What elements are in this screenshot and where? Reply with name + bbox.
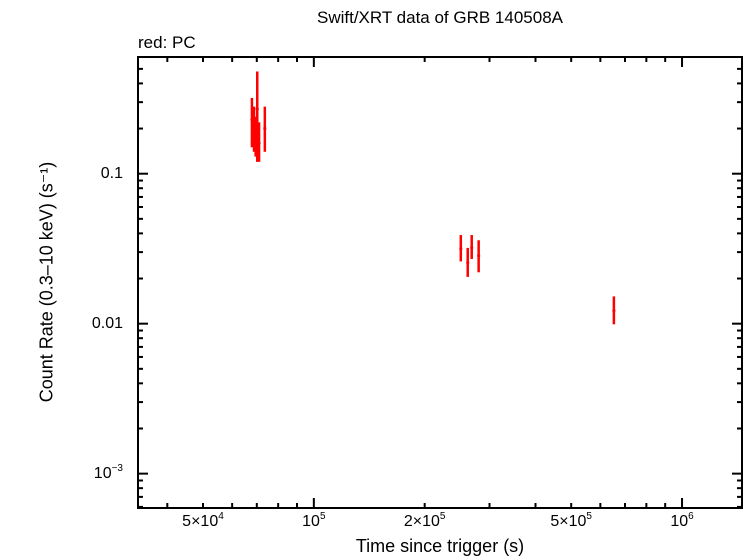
x-tick-label: 105 — [302, 511, 326, 531]
plot-frame — [137, 56, 743, 509]
chart-title: Swift/XRT data of GRB 140508A — [316, 8, 563, 27]
x-tick-label: 106 — [670, 511, 694, 531]
x-tick-label: 5×105 — [550, 511, 592, 531]
y-tick-label: 10−3 — [93, 462, 123, 482]
chart-subtitle: red: PC — [138, 33, 196, 52]
y-tick-label: 0.1 — [100, 164, 123, 182]
x-tick-label: 5×104 — [182, 511, 224, 531]
x-tick-label: 2×105 — [403, 511, 446, 531]
x-axis-label: Time since trigger (s) — [355, 536, 525, 556]
y-tick-label: 0.01 — [91, 314, 123, 332]
